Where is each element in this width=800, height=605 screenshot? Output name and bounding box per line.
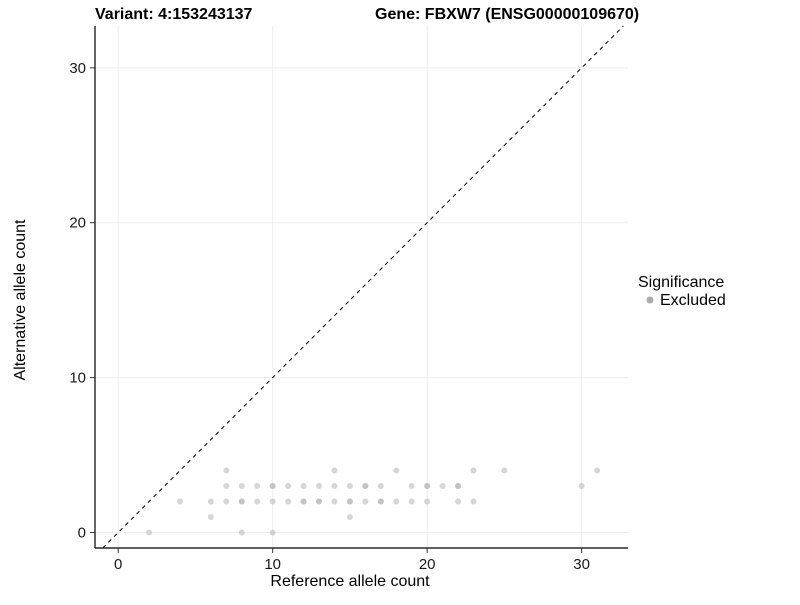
scatter-point (408, 498, 415, 505)
scatter-point (346, 483, 353, 490)
scatter-point (300, 483, 307, 490)
scatter-point (455, 498, 462, 505)
scatter-point (316, 483, 323, 490)
scatter-point (223, 467, 230, 474)
variant-title: Variant: 4:153243137 (95, 6, 253, 23)
scatter-point (238, 498, 245, 505)
scatter-point (254, 498, 261, 505)
scatter-point (439, 483, 446, 490)
scatter-point (316, 498, 323, 505)
x-tick-label: 10 (264, 556, 281, 573)
gridlines (95, 26, 628, 548)
scatter-point (238, 529, 245, 536)
scatter-point (377, 483, 384, 490)
legend-excluded-dot (646, 296, 654, 304)
scatter-point (223, 498, 230, 505)
scatter-point (362, 498, 369, 505)
legend-title: Significance (638, 274, 724, 291)
scatter-point (346, 498, 353, 505)
y-tick-label: 30 (69, 60, 86, 77)
scatter-point (424, 498, 431, 505)
axes: 0 10 20 30 0 10 20 30 (69, 26, 628, 573)
scatter-point (346, 514, 353, 521)
y-axis-title: Alternative allele count (12, 219, 29, 381)
scatter-point (176, 498, 183, 505)
identity-line (102, 25, 624, 549)
scatter-point (331, 498, 338, 505)
scatter-point (408, 483, 415, 490)
legend-excluded-label: Excluded (660, 292, 726, 309)
scatter-point (578, 483, 585, 490)
scatter-point (223, 483, 230, 490)
data-points (146, 467, 601, 536)
y-tick-label: 10 (69, 370, 86, 387)
scatter-point (455, 483, 462, 490)
scatter-point (362, 483, 369, 490)
scatter-point (393, 467, 400, 474)
scatter-point (300, 498, 307, 505)
scatter-point (238, 483, 245, 490)
scatter-point (285, 483, 292, 490)
y-tick-label: 0 (78, 525, 86, 542)
x-tick-label: 0 (114, 556, 122, 573)
scatter-point (207, 498, 214, 505)
scatter-point (501, 467, 508, 474)
scatter-point (146, 529, 153, 536)
scatter-point (331, 483, 338, 490)
scatter-point (377, 498, 384, 505)
scatter-point (207, 514, 214, 521)
scatter-point (269, 483, 276, 490)
scatter-point (285, 498, 292, 505)
scatter-point (470, 498, 477, 505)
scatter-point (424, 483, 431, 490)
y-tick-label: 20 (69, 215, 86, 232)
scatter-point (269, 498, 276, 505)
scatter-point (393, 498, 400, 505)
scatter-point (269, 529, 276, 536)
x-tick-label: 30 (573, 556, 590, 573)
x-tick-label: 20 (419, 556, 436, 573)
scatter-point (594, 467, 601, 474)
scatter-point (331, 467, 338, 474)
scatter-point (254, 483, 261, 490)
gene-title: Gene: FBXW7 (ENSG00000109670) (375, 6, 639, 23)
legend: Significance Excluded (638, 274, 726, 309)
scatter-point (470, 467, 477, 474)
x-axis-title: Reference allele count (270, 573, 430, 590)
